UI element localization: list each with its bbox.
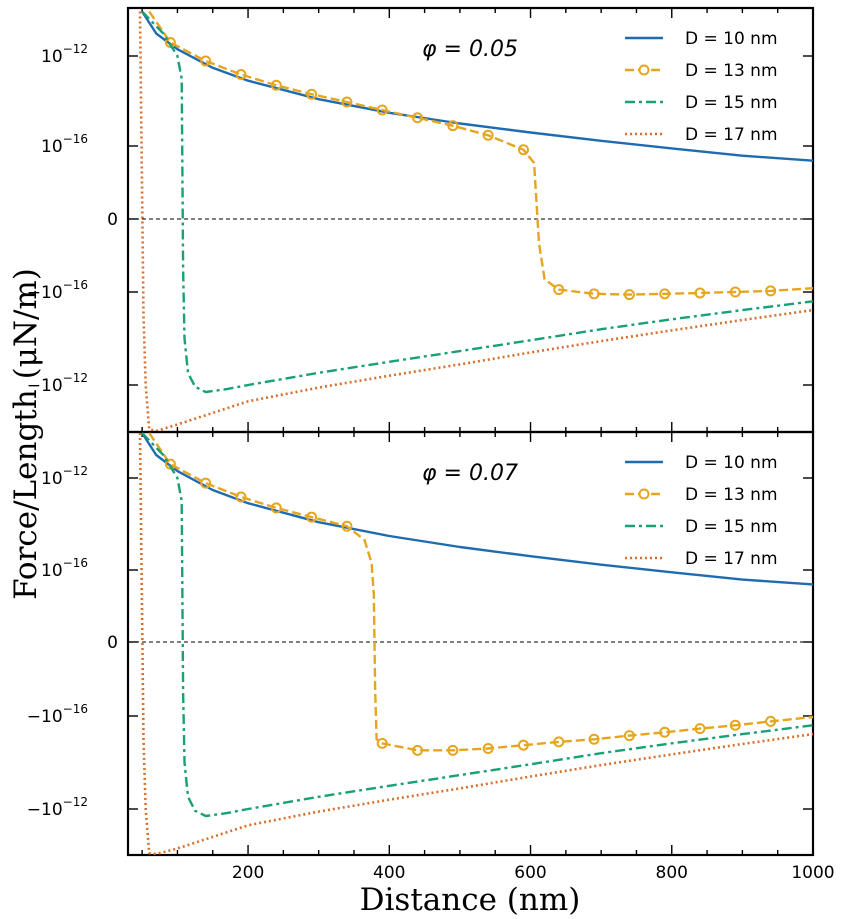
- data-point: [412, 744, 424, 756]
- y-tick-label-base: −10: [27, 283, 63, 303]
- series-line-d10nm: [141, 10, 813, 162]
- legend-label: D = 13 nm: [685, 485, 778, 505]
- x-tick-label: 600: [514, 863, 546, 883]
- y-tick-label: 0: [107, 633, 118, 653]
- y-tick-label-exp: −12: [63, 42, 88, 56]
- y-tick-label: −10−16: [27, 278, 88, 303]
- y-tick-label-exp: −12: [63, 371, 88, 385]
- data-point: [306, 511, 318, 523]
- data-point: [517, 144, 529, 156]
- data-point: [235, 69, 247, 81]
- legend-label: D = 15 nm: [685, 517, 778, 537]
- data-point: [200, 55, 212, 67]
- y-tick-label-exp: −16: [63, 702, 88, 716]
- legend-label: D = 13 nm: [685, 61, 778, 81]
- data-point: [765, 715, 777, 727]
- y-tick-label: 0: [107, 210, 118, 230]
- y-tick-label-base: −10: [27, 707, 63, 727]
- data-point: [729, 719, 741, 731]
- data-point: [659, 726, 671, 738]
- y-tick-label-base: 0: [107, 633, 118, 653]
- series-line-d17nm: [138, 432, 813, 855]
- data-point: [270, 79, 282, 91]
- data-point: [729, 286, 741, 298]
- series-line-d13nm: [148, 10, 813, 296]
- data-point: [447, 744, 459, 756]
- legend-marker: [638, 64, 650, 76]
- x-tick-label: 800: [656, 863, 688, 883]
- legend-label: D = 10 nm: [685, 29, 778, 49]
- legend-label: D = 10 nm: [685, 453, 778, 473]
- panel-title: φ = 0.05: [422, 37, 518, 62]
- series-line-d15nm: [141, 432, 813, 818]
- data-point: [694, 723, 706, 735]
- data-point: [341, 520, 353, 532]
- data-point: [588, 733, 600, 745]
- data-point: [694, 287, 706, 299]
- y-tick-label-base: 10: [41, 47, 63, 67]
- data-point: [306, 88, 318, 100]
- y-tick-label-base: 10: [41, 469, 63, 489]
- y-tick-label-exp: −16: [63, 132, 88, 146]
- data-point: [517, 739, 529, 751]
- data-point: [270, 502, 282, 514]
- x-tick-label: 200: [232, 863, 264, 883]
- legend-label: D = 17 nm: [685, 125, 778, 145]
- data-point: [235, 491, 247, 503]
- data-point: [588, 288, 600, 300]
- y-tick-label-base: −10: [27, 376, 63, 396]
- data-point: [482, 129, 494, 141]
- data-point: [376, 737, 388, 749]
- legend-label: D = 17 nm: [685, 549, 778, 569]
- series-line-d13nm: [148, 432, 813, 752]
- data-point: [200, 477, 212, 489]
- data-point: [376, 104, 388, 116]
- data-point: [341, 96, 353, 108]
- y-tick-label-exp: −16: [63, 556, 88, 570]
- x-tick-label: 400: [373, 863, 405, 883]
- y-tick-label: −10−12: [27, 371, 88, 396]
- data-point: [447, 120, 459, 132]
- y-tick-label-base: 10: [41, 137, 63, 157]
- y-tick-label: −10−16: [27, 702, 88, 727]
- data-point: [553, 284, 565, 296]
- y-tick-label-base: 10: [41, 561, 63, 581]
- y-tick-label-exp: −12: [63, 795, 88, 809]
- y-tick-label: 10−12: [41, 42, 88, 67]
- y-tick-label-base: 0: [107, 210, 118, 230]
- x-axis-title: Distance (nm): [360, 882, 581, 918]
- data-point: [659, 288, 671, 300]
- data-point: [553, 736, 565, 748]
- panel-frame: [126, 430, 815, 857]
- data-point: [623, 730, 635, 742]
- data-point: [765, 285, 777, 297]
- data-point: [482, 743, 494, 755]
- y-axis-title: Force/Length (μN/m): [8, 268, 44, 600]
- data-point: [412, 112, 424, 124]
- y-tick-label-exp: −12: [63, 464, 88, 478]
- y-tick-label: 10−16: [41, 132, 88, 157]
- data-point: [623, 289, 635, 301]
- y-tick-label-exp: −16: [63, 278, 88, 292]
- panel-title: φ = 0.07: [422, 461, 518, 486]
- series-line-d10nm: [141, 432, 813, 586]
- series-line-d15nm: [141, 10, 813, 394]
- legend-marker: [638, 488, 650, 500]
- y-tick-label-base: −10: [27, 800, 63, 820]
- y-tick-label: −10−12: [27, 795, 88, 820]
- legend-label: D = 15 nm: [685, 93, 778, 113]
- y-tick-label: 10−16: [41, 556, 88, 581]
- x-tick-label: 1000: [791, 863, 834, 883]
- y-tick-label: 10−12: [41, 464, 88, 489]
